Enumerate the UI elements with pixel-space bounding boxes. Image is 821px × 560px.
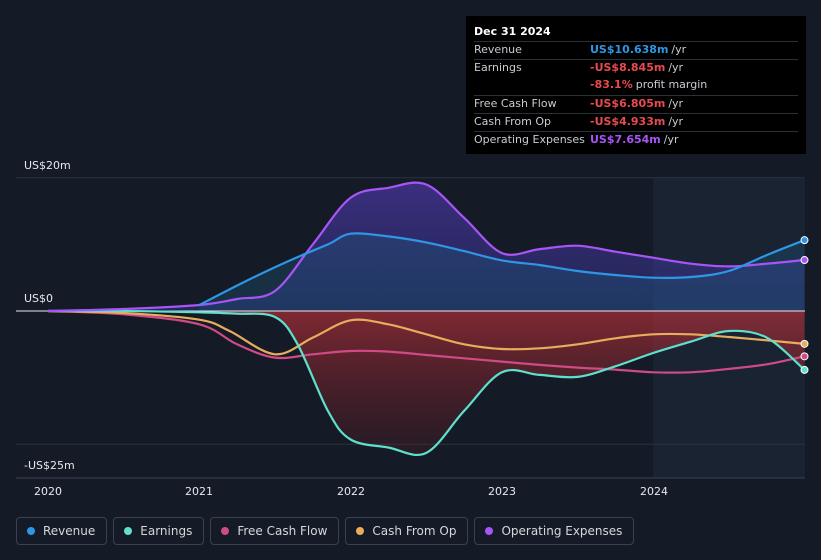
- tooltip-label: Free Cash Flow: [474, 96, 557, 110]
- x-tick-2024: 2024: [640, 485, 668, 498]
- legend-item-cash-from-op[interactable]: Cash From Op: [345, 517, 469, 545]
- revenue-area: [199, 233, 805, 311]
- earnings-end-point: [800, 365, 809, 374]
- tooltip-value: US$10.638m: [590, 43, 669, 56]
- tooltip-unit: profit margin: [635, 78, 708, 92]
- tooltip-row-revenue: Revenue US$10.638m /yr: [474, 41, 798, 59]
- cash-from-op-end-point: [800, 339, 809, 348]
- legend: Revenue Earnings Free Cash Flow Cash Fro…: [16, 517, 635, 545]
- tooltip-row-profit-margin: -83.1% profit margin: [474, 77, 798, 94]
- tooltip-value: -US$4.933m: [590, 114, 666, 128]
- free-cash-flow-end-point: [800, 352, 809, 361]
- legend-item-operating-expenses[interactable]: Operating Expenses: [474, 517, 635, 545]
- cash-from-op-dot-icon: [356, 527, 365, 535]
- tooltip-row-free-cash-flow: Free Cash Flow -US$6.805m /yr: [474, 94, 798, 113]
- revenue-dot-icon: [27, 527, 35, 535]
- legend-label: Free Cash Flow: [237, 524, 328, 538]
- tooltip-row-operating-expenses: Operating Expenses US$7.654m /yr: [474, 130, 798, 149]
- legend-label: Cash From Op: [372, 524, 457, 538]
- revenue-line: [198, 232, 805, 306]
- tooltip-value: -83.1%: [590, 78, 633, 92]
- x-tick-2020: 2020: [34, 485, 62, 498]
- legend-label: Earnings: [140, 524, 193, 538]
- tooltip-label: Earnings: [474, 61, 522, 75]
- free-cash-flow-line: [47, 309, 805, 374]
- earnings-area: [48, 310, 805, 455]
- tooltip-unit: /yr: [668, 114, 684, 128]
- legend-label: Revenue: [43, 524, 96, 538]
- tooltip-value: -US$6.805m: [590, 96, 666, 110]
- tooltip-unit: /yr: [668, 61, 684, 75]
- operating-expenses-dot-icon: [485, 527, 494, 535]
- cash-from-op-line: [47, 309, 805, 356]
- y-tick-top: US$20m: [24, 159, 71, 172]
- earnings-line: [47, 309, 806, 457]
- tooltip-label: [474, 77, 590, 94]
- tooltip-value: -US$8.845m: [590, 61, 666, 75]
- y-tick-bottom: -US$25m: [24, 459, 75, 472]
- tooltip-unit: /yr: [663, 132, 679, 146]
- tooltip-panel: Dec 31 2024 Revenue US$10.638m /yr Earni…: [466, 16, 806, 154]
- tooltip-date: Dec 31 2024: [474, 25, 551, 38]
- tooltip-label: Cash From Op: [474, 114, 552, 128]
- revenue-end-point: [800, 236, 809, 245]
- tooltip-row-cash-from-op: Cash From Op -US$4.933m /yr: [474, 112, 798, 131]
- legend-item-revenue[interactable]: Revenue: [16, 517, 108, 545]
- x-tick-2021: 2021: [185, 485, 213, 498]
- legend-item-free-cash-flow[interactable]: Free Cash Flow: [210, 517, 340, 545]
- legend-item-earnings[interactable]: Earnings: [113, 517, 205, 545]
- y-tick-zero: US$0: [24, 292, 54, 305]
- tooltip-label: Operating Expenses: [474, 132, 585, 146]
- x-tick-2022: 2022: [337, 485, 365, 498]
- operating-expenses-area: [48, 182, 805, 311]
- x-tick-2023: 2023: [488, 485, 516, 498]
- tooltip-value: US$7.654m: [590, 132, 661, 146]
- operating-expenses-end-point: [800, 256, 809, 265]
- free-cash-flow-dot-icon: [221, 527, 230, 535]
- tooltip-unit: /yr: [671, 43, 687, 56]
- operating-expenses-line: [47, 181, 805, 313]
- legend-label: Operating Expenses: [501, 524, 623, 538]
- tooltip-row-earnings: Earnings -US$8.845m /yr: [474, 59, 798, 77]
- tooltip-label: Revenue: [474, 43, 522, 56]
- tooltip-unit: /yr: [668, 96, 684, 110]
- earnings-dot-icon: [124, 527, 133, 535]
